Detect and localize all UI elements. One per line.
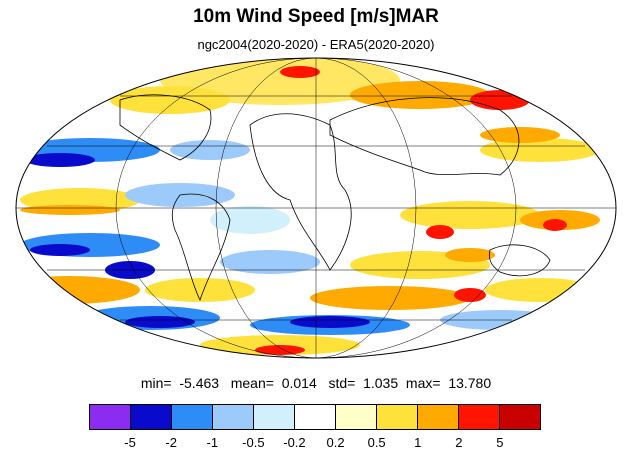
- stat-std: 1.035: [363, 375, 399, 391]
- coastlines: [119, 94, 551, 302]
- colorbar-box: [500, 405, 540, 429]
- colorbar-tick-label: -0.5: [242, 435, 265, 450]
- colorbar-box: [377, 405, 418, 429]
- stat-mean: 0.014: [281, 375, 317, 391]
- colorbar-box: [336, 405, 377, 429]
- colorbar-box: [418, 405, 459, 429]
- colorbar-tick-label: -5: [124, 435, 136, 450]
- colorbar: [89, 404, 541, 430]
- plot-title: 10m Wind Speed [m/s]MAR: [193, 6, 439, 27]
- stat-min: -5.463: [179, 375, 220, 391]
- statistics-line: min= -5.463 mean= 0.014 std= 1.035 max= …: [140, 375, 492, 391]
- colorbar-tick-label: 2: [455, 435, 463, 450]
- colorbar-tick-label: 0.5: [367, 435, 386, 450]
- colorbar-tick-label: 1: [414, 435, 422, 450]
- map-border: [15, 57, 617, 359]
- colorbar-box: [172, 405, 213, 429]
- colorbar-tick-label: -1: [206, 435, 219, 450]
- colorbar-box: [90, 405, 131, 429]
- colorbar-box: [213, 405, 254, 429]
- colorbar-box: [459, 405, 500, 429]
- colorbar-tick-label: -2: [165, 435, 177, 450]
- colorbar-ticks: -5 -2 -1 -0.5 -0.2 0.2 0.5 1 2 5: [0, 435, 632, 453]
- colorbar-tick-label: 5: [496, 435, 504, 450]
- colorbar-tick-label: -0.2: [283, 435, 306, 450]
- colorbar-box: [254, 405, 295, 429]
- world-map: [15, 57, 617, 359]
- plot-subtitle: ngc2004(2020-2020) - ERA5(2020-2020): [197, 37, 435, 52]
- stat-max: 13.780: [448, 375, 492, 391]
- colorbar-tick-label: 0.2: [326, 435, 345, 450]
- colorbar-box: [131, 405, 172, 429]
- colorbar-box: [295, 405, 336, 429]
